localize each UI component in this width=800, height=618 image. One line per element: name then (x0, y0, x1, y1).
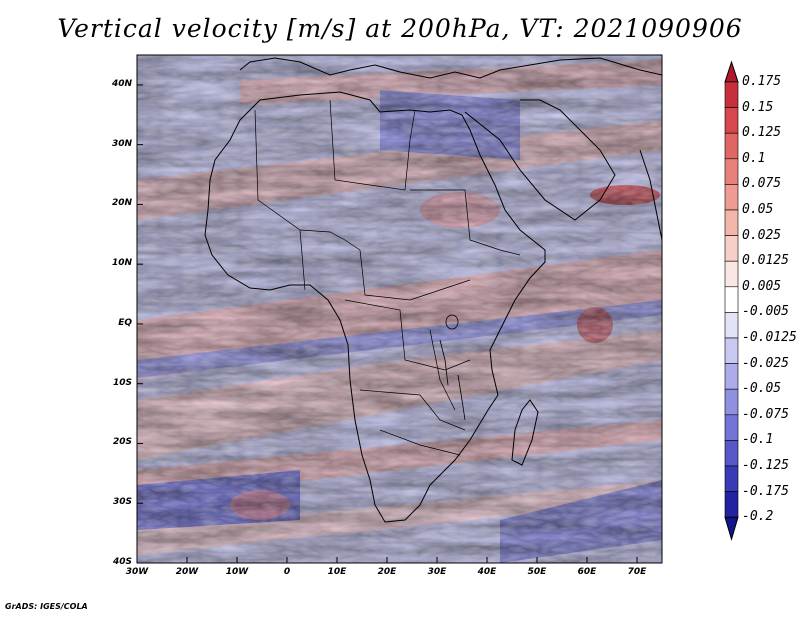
colorbar-box (724, 414, 739, 441)
field-layer (137, 55, 662, 563)
x-tick-label: 10W (225, 567, 249, 577)
x-tick-label: 20E (377, 567, 397, 577)
colorbar-bottom-arrow (724, 516, 739, 541)
arabia-coastline (464, 99, 616, 221)
x-tick-label: 30W (125, 567, 149, 577)
colorbar-box (724, 260, 739, 288)
colorbar-box (724, 337, 739, 364)
x-tick-label: 40E (477, 567, 497, 577)
y-tick-label: 30N (111, 138, 132, 149)
colorbar-box (724, 158, 739, 185)
country-borders (254, 99, 521, 456)
colorbar-box (724, 286, 739, 313)
colorbar-box (724, 465, 739, 492)
colorbar-label: -0.2 (742, 509, 774, 525)
plot-frame (136, 54, 663, 564)
footer-credit: GrADS: IGES/COLA (5, 602, 88, 611)
y-tick-label: 10S (112, 377, 132, 388)
colorbar-box (724, 132, 739, 160)
map-title: Vertical velocity [m/s] at 200hPa, VT: 2… (57, 14, 743, 43)
colorbar-label: 0.15 (742, 99, 774, 115)
y-tick-label: 40S (112, 557, 132, 567)
colorbar-label: -0.1 (742, 432, 774, 448)
y-tick-label: EQ (118, 317, 132, 328)
x-tick-label: 0 (283, 567, 291, 577)
colorbar-label: -0.125 (742, 458, 789, 473)
colorbar-label: -0.075 (742, 406, 789, 422)
colorbar-label: 0.1 (742, 150, 766, 166)
y-tick-marks (137, 84, 143, 564)
colorbar-box (724, 235, 739, 262)
colorbar-box (724, 388, 739, 416)
x-tick-label: 50E (527, 567, 547, 577)
colorbar-label: 0.0125 (742, 253, 789, 269)
colorbar-label: 0.025 (742, 227, 782, 243)
x-tick-label: 30E (427, 567, 447, 577)
colorbar-label: 0.125 (742, 125, 782, 141)
colorbar-box (724, 491, 739, 518)
y-tick-label: 20N (111, 198, 132, 209)
colorbar-box (724, 312, 739, 339)
europe-coastline (239, 57, 662, 79)
y-tick-label: 20S (112, 437, 132, 448)
colorbar-box (724, 184, 739, 211)
y-tick-label: 10N (111, 258, 132, 269)
x-tick-label: 10E (327, 567, 347, 577)
colorbar-label: -0.0125 (742, 330, 797, 345)
colorbar-label: 0.005 (742, 278, 782, 294)
x-tick-label: 70E (627, 567, 647, 577)
colorbar-label: -0.175 (742, 483, 789, 499)
india-coastline (639, 149, 662, 241)
colorbar-label: -0.025 (742, 355, 789, 371)
colorbar-label: -0.005 (742, 304, 789, 320)
colorbar-box (724, 363, 739, 390)
x-tick-marks (136, 557, 638, 563)
y-tick-label: 40N (111, 78, 132, 89)
madagascar-coastline (511, 399, 539, 466)
colorbar-label: 0.175 (742, 74, 782, 89)
africa-coastline (204, 91, 546, 523)
colorbar-label: 0.05 (742, 202, 774, 217)
x-tick-label: 60E (577, 567, 597, 577)
colorbar-top-arrow (724, 60, 739, 83)
colorbar-box (724, 81, 739, 108)
colorbar-box (724, 440, 739, 467)
y-tick-label: 30S (112, 497, 132, 508)
colorbar-label: 0.075 (742, 176, 782, 192)
colorbar-box (724, 209, 739, 236)
colorbar-box (724, 107, 739, 134)
x-tick-label: 20W (175, 567, 199, 577)
colorbar-label: -0.05 (742, 381, 782, 397)
